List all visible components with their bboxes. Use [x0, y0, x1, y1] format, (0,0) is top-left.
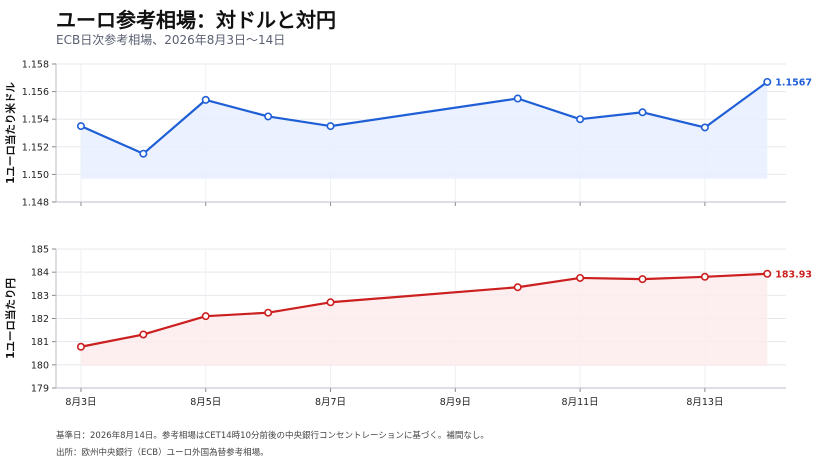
x-tick-label: 8月13日 — [686, 397, 723, 408]
data-point — [576, 115, 585, 124]
page-title: ユーロ参考相場：対ドルと対円 — [56, 8, 336, 32]
data-point — [139, 330, 148, 339]
area-fill — [80, 81, 768, 179]
end-value-label: 183.93 — [775, 269, 812, 280]
series-line — [80, 272, 768, 348]
data-point — [76, 122, 85, 131]
y-tick-label: 183 — [31, 291, 49, 302]
panel-usd: 1.148 1.150 1.152 1.154 1.156 1.158 1ユーロ当たり米ドル… — [4, 60, 812, 209]
data-point — [700, 123, 709, 132]
y-tick-label: 180 — [31, 360, 49, 371]
y-tick-label: 1.158 — [22, 60, 49, 71]
y-axis-label: 1ユーロ当たり円 — [4, 278, 17, 359]
data-point — [513, 283, 522, 292]
end-value-label: 1.1567 — [775, 77, 812, 88]
y-tick-label: 1.154 — [22, 115, 49, 126]
data-point — [201, 312, 210, 321]
data-point — [763, 77, 772, 86]
data-point — [638, 108, 647, 117]
y-tick-label: 1.148 — [22, 198, 49, 209]
y-tick-label: 1.152 — [22, 142, 49, 153]
x-tick-label: 8月5日 — [190, 397, 221, 408]
data-point — [576, 273, 585, 282]
footnote-source: 出所：欧州中央銀行（ECB）ユーロ外国為替参考相場。 — [56, 448, 269, 458]
series-line — [80, 81, 768, 155]
x-tick-label: 8月3日 — [65, 397, 96, 408]
y-tick-label: 181 — [31, 337, 49, 348]
data-point — [139, 149, 148, 158]
data-point — [763, 269, 772, 278]
data-point — [264, 308, 273, 317]
data-point — [76, 342, 85, 351]
x-tick-label: 8月7日 — [315, 397, 346, 408]
data-point — [700, 272, 709, 281]
y-tick-label: 179 — [31, 384, 49, 395]
x-tick-label: 8月9日 — [440, 397, 471, 408]
data-point — [326, 298, 335, 307]
footnote-basis: 基準日：2026年8月14日。参考相場はCET14時10分前後の中央銀行コンセン… — [56, 431, 489, 441]
page-subtitle: ECB日次参考相場、2026年8月3日〜14日 — [56, 33, 286, 47]
y-tick-label: 184 — [31, 268, 49, 279]
data-point — [513, 94, 522, 103]
data-point — [264, 112, 273, 121]
data-point — [326, 122, 335, 131]
area-fill — [80, 273, 768, 366]
y-axis-label: 1ユーロ当たり米ドル — [4, 82, 17, 184]
data-point — [638, 275, 647, 284]
panel-jpy: 179 180 181 182 183 184 185 1ユーロ当たり円 183.93 — [4, 245, 812, 395]
y-tick-label: 1.150 — [22, 170, 49, 181]
y-tick-label: 1.156 — [22, 87, 49, 98]
y-tick-label: 182 — [31, 314, 49, 325]
data-point — [201, 95, 210, 104]
y-tick-label: 185 — [31, 245, 49, 256]
x-tick-label: 8月11日 — [562, 397, 599, 408]
